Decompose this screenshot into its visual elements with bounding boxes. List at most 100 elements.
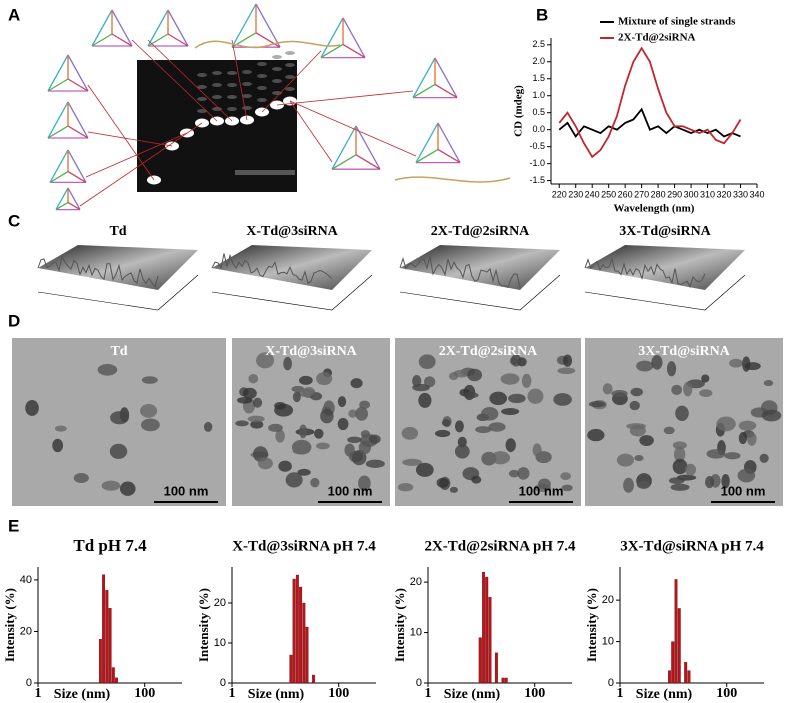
- particle: [666, 361, 677, 377]
- particle: [508, 393, 526, 404]
- tem-image: [395, 338, 581, 506]
- x-tick-label: 230: [568, 189, 583, 199]
- particle: [517, 467, 530, 480]
- edge: [342, 43, 366, 59]
- y-tick-label: 20: [410, 576, 422, 588]
- gel-smear: [285, 63, 295, 67]
- line-series: [558, 107, 741, 139]
- ssrna: [194, 40, 341, 49]
- particle: [489, 391, 508, 406]
- edge: [342, 17, 366, 58]
- particle: [538, 478, 551, 490]
- particle: [298, 375, 313, 385]
- x-tick-label: 250: [601, 189, 616, 199]
- tetrahedron: [91, 9, 133, 47]
- scale-bar-label: 100 nm: [721, 483, 766, 498]
- tem-image: [232, 338, 390, 506]
- particle: [297, 468, 311, 476]
- afm-axes: [399, 274, 561, 311]
- bar: [305, 626, 309, 684]
- afm-peaks: [584, 256, 706, 288]
- particle: [557, 367, 576, 375]
- particle: [97, 364, 118, 376]
- link: [87, 84, 155, 181]
- edge: [47, 78, 69, 92]
- particle: [316, 372, 333, 386]
- particle: [347, 436, 362, 444]
- particle: [724, 452, 741, 460]
- y-tick-label: 10: [214, 637, 226, 649]
- particle: [729, 358, 743, 368]
- link: [85, 132, 188, 178]
- x-tick-label: 220: [552, 189, 567, 199]
- bar: [302, 602, 306, 684]
- gel-smear: [257, 98, 267, 102]
- particle: [716, 416, 736, 432]
- tetrahedron: [331, 125, 381, 170]
- afm-axes: [584, 274, 746, 311]
- tetrahedron: [47, 54, 89, 92]
- particle: [358, 475, 371, 491]
- edge: [355, 154, 381, 170]
- particle: [297, 388, 315, 397]
- y-tick-label: -0.5: [529, 141, 545, 151]
- gel-smear: [212, 95, 222, 99]
- gel-smear: [285, 75, 295, 79]
- y-tick-label: -1.5: [529, 175, 545, 185]
- edge: [255, 3, 281, 48]
- gel-smear: [197, 97, 207, 101]
- legend-label: 2X-Td@2siRNA: [618, 32, 696, 44]
- ssrna: [394, 176, 511, 183]
- y-tick-label: 0: [220, 677, 226, 689]
- particle: [52, 438, 64, 453]
- bar: [105, 590, 109, 684]
- edge: [437, 122, 461, 163]
- particle: [355, 406, 369, 421]
- particle: [457, 436, 467, 448]
- particle: [368, 434, 381, 444]
- particle: [292, 391, 301, 403]
- link: [147, 39, 233, 122]
- edge: [49, 149, 69, 183]
- x-tick-label: 290: [667, 189, 682, 199]
- link: [131, 39, 218, 122]
- gel-smear: [227, 95, 237, 99]
- particle: [701, 374, 710, 383]
- bar: [504, 677, 508, 684]
- particle: [467, 368, 483, 382]
- edge: [67, 187, 81, 210]
- edge: [47, 54, 69, 92]
- edge: [331, 154, 357, 170]
- gel-smear: [227, 71, 237, 75]
- gel-smear: [242, 94, 252, 98]
- bar: [312, 674, 316, 684]
- y-tick-label: 10: [602, 635, 614, 647]
- afm-axes: [211, 274, 373, 311]
- x-axis-label: Size (nm): [636, 687, 693, 702]
- particle: [248, 374, 259, 384]
- edge: [67, 101, 89, 139]
- particle: [683, 381, 693, 397]
- particle: [488, 422, 506, 432]
- bar: [674, 579, 678, 684]
- particle: [759, 453, 769, 463]
- particle: [268, 423, 283, 432]
- edge: [412, 57, 436, 98]
- x-tick-label: 240: [585, 189, 600, 199]
- particle: [337, 417, 349, 431]
- particle: [671, 384, 683, 396]
- particle: [402, 458, 423, 466]
- tem-image: [12, 338, 226, 506]
- particle: [602, 383, 613, 395]
- particle: [704, 475, 715, 489]
- gel-smear: [285, 51, 295, 55]
- edge: [147, 9, 169, 47]
- particle: [140, 418, 160, 432]
- gel-smear: [197, 73, 207, 77]
- particle: [636, 480, 651, 489]
- gel-smear: [197, 85, 207, 89]
- particle: [285, 472, 303, 488]
- x-axis-label: Size (nm): [248, 687, 305, 702]
- particle: [351, 450, 367, 466]
- edge: [231, 3, 257, 48]
